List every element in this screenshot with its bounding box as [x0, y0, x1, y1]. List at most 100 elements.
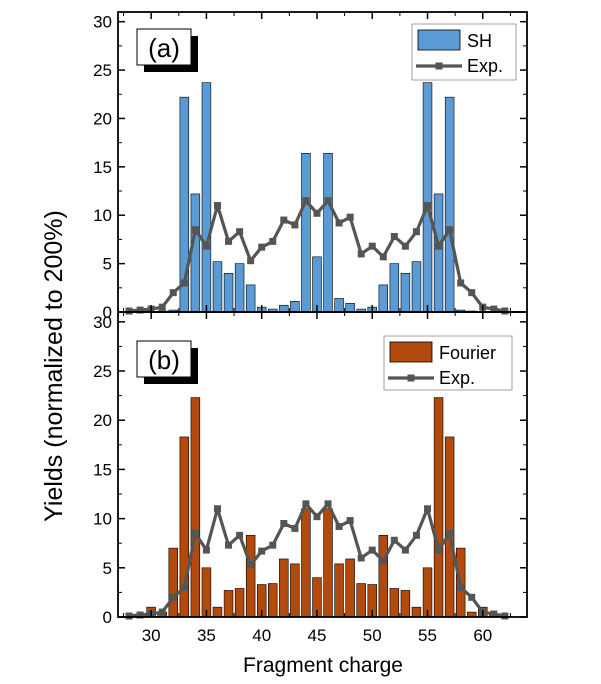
bar [378, 284, 389, 313]
exp-marker [368, 546, 376, 554]
exp-marker [446, 226, 454, 234]
x-tick-label: 45 [308, 626, 327, 645]
exp-marker [247, 257, 255, 265]
bar [279, 558, 289, 618]
y-tick-label: 20 [93, 411, 112, 430]
y-tick-label: 25 [93, 61, 112, 80]
exp-marker [457, 279, 465, 287]
bar [168, 547, 178, 618]
exp-marker [324, 500, 332, 508]
bar [345, 558, 355, 618]
bar [201, 82, 212, 313]
exp-marker [125, 307, 133, 315]
y-tick-label: 30 [93, 13, 112, 32]
exp-marker [302, 500, 310, 508]
bar [356, 583, 366, 618]
y-tick-label: 30 [93, 313, 112, 332]
exp-marker [136, 306, 144, 314]
y-tick-label: 15 [93, 460, 112, 479]
bar [334, 298, 344, 313]
exp-marker [390, 233, 398, 241]
bar [301, 508, 311, 618]
bar [422, 82, 433, 313]
exp-marker [490, 610, 498, 618]
exp-marker [446, 529, 454, 537]
exp-marker [501, 307, 509, 315]
legend-marker [407, 374, 415, 382]
bar [334, 563, 344, 618]
exp-marker [302, 197, 310, 205]
exp-marker [158, 303, 166, 311]
exp-marker [368, 242, 376, 250]
exp-marker [169, 593, 177, 601]
exp-marker [435, 546, 443, 554]
y-tick-label: 5 [103, 559, 112, 578]
panel-label: (b) [148, 345, 180, 375]
bar [223, 590, 234, 618]
bar [422, 567, 433, 618]
exp-marker [213, 202, 221, 210]
exp-marker [324, 197, 332, 205]
exp-marker [269, 541, 277, 549]
exp-marker [335, 219, 343, 227]
plot-frame [117, 311, 528, 618]
y-tick-label: 10 [93, 510, 112, 529]
exp-marker [335, 522, 343, 530]
bar [400, 272, 411, 313]
bar [201, 567, 212, 618]
exp-marker [258, 243, 266, 251]
bar [245, 284, 256, 313]
exp-marker [346, 213, 354, 221]
exp-marker [236, 531, 244, 539]
exp-marker [401, 546, 409, 554]
x-tick-label: 60 [473, 626, 492, 645]
y-tick-label: 10 [93, 206, 112, 225]
exp-marker [180, 279, 188, 287]
exp-marker [435, 242, 443, 250]
exp-marker [258, 547, 266, 555]
y-tick-label: 15 [93, 158, 112, 177]
x-tick-label: 30 [142, 626, 161, 645]
bar [212, 606, 223, 618]
y-tick-label: 25 [93, 362, 112, 381]
exp-marker [247, 561, 255, 569]
panel-label-box [136, 340, 192, 378]
exp-marker [280, 520, 288, 528]
legend-label: Exp. [467, 56, 503, 76]
bar [268, 583, 278, 618]
bar [323, 508, 333, 618]
x-tick-label: 40 [252, 626, 271, 645]
bar [312, 256, 322, 313]
exp-marker [412, 531, 420, 539]
legend-label: SH [467, 31, 492, 51]
y-tick-label: 0 [103, 303, 112, 322]
exp-marker [313, 209, 321, 217]
exp-marker [401, 242, 409, 250]
bar [234, 263, 245, 313]
exp-marker [346, 517, 354, 525]
legend-marker [435, 62, 443, 70]
x-tick-label: 50 [363, 626, 382, 645]
y-axis-label: Yields (normalized to 200%) [40, 210, 68, 522]
exp-marker [457, 583, 465, 591]
bar [190, 193, 201, 313]
bar [223, 272, 234, 313]
exp-marker [225, 541, 233, 549]
bar [190, 397, 201, 618]
bar [411, 261, 422, 313]
exp-marker [468, 289, 476, 297]
bar [433, 193, 444, 313]
bar [433, 397, 444, 618]
y-tick-label: 5 [103, 255, 112, 274]
exp-marker [357, 554, 365, 562]
bar [301, 152, 311, 313]
legend-swatch [389, 341, 433, 363]
exp-marker [424, 505, 432, 513]
exp-marker [136, 611, 144, 619]
exp-marker [236, 228, 244, 236]
exp-marker [202, 242, 210, 250]
y-tick-label: 0 [103, 608, 112, 627]
x-tick-label: 35 [197, 626, 216, 645]
bar [290, 563, 300, 618]
